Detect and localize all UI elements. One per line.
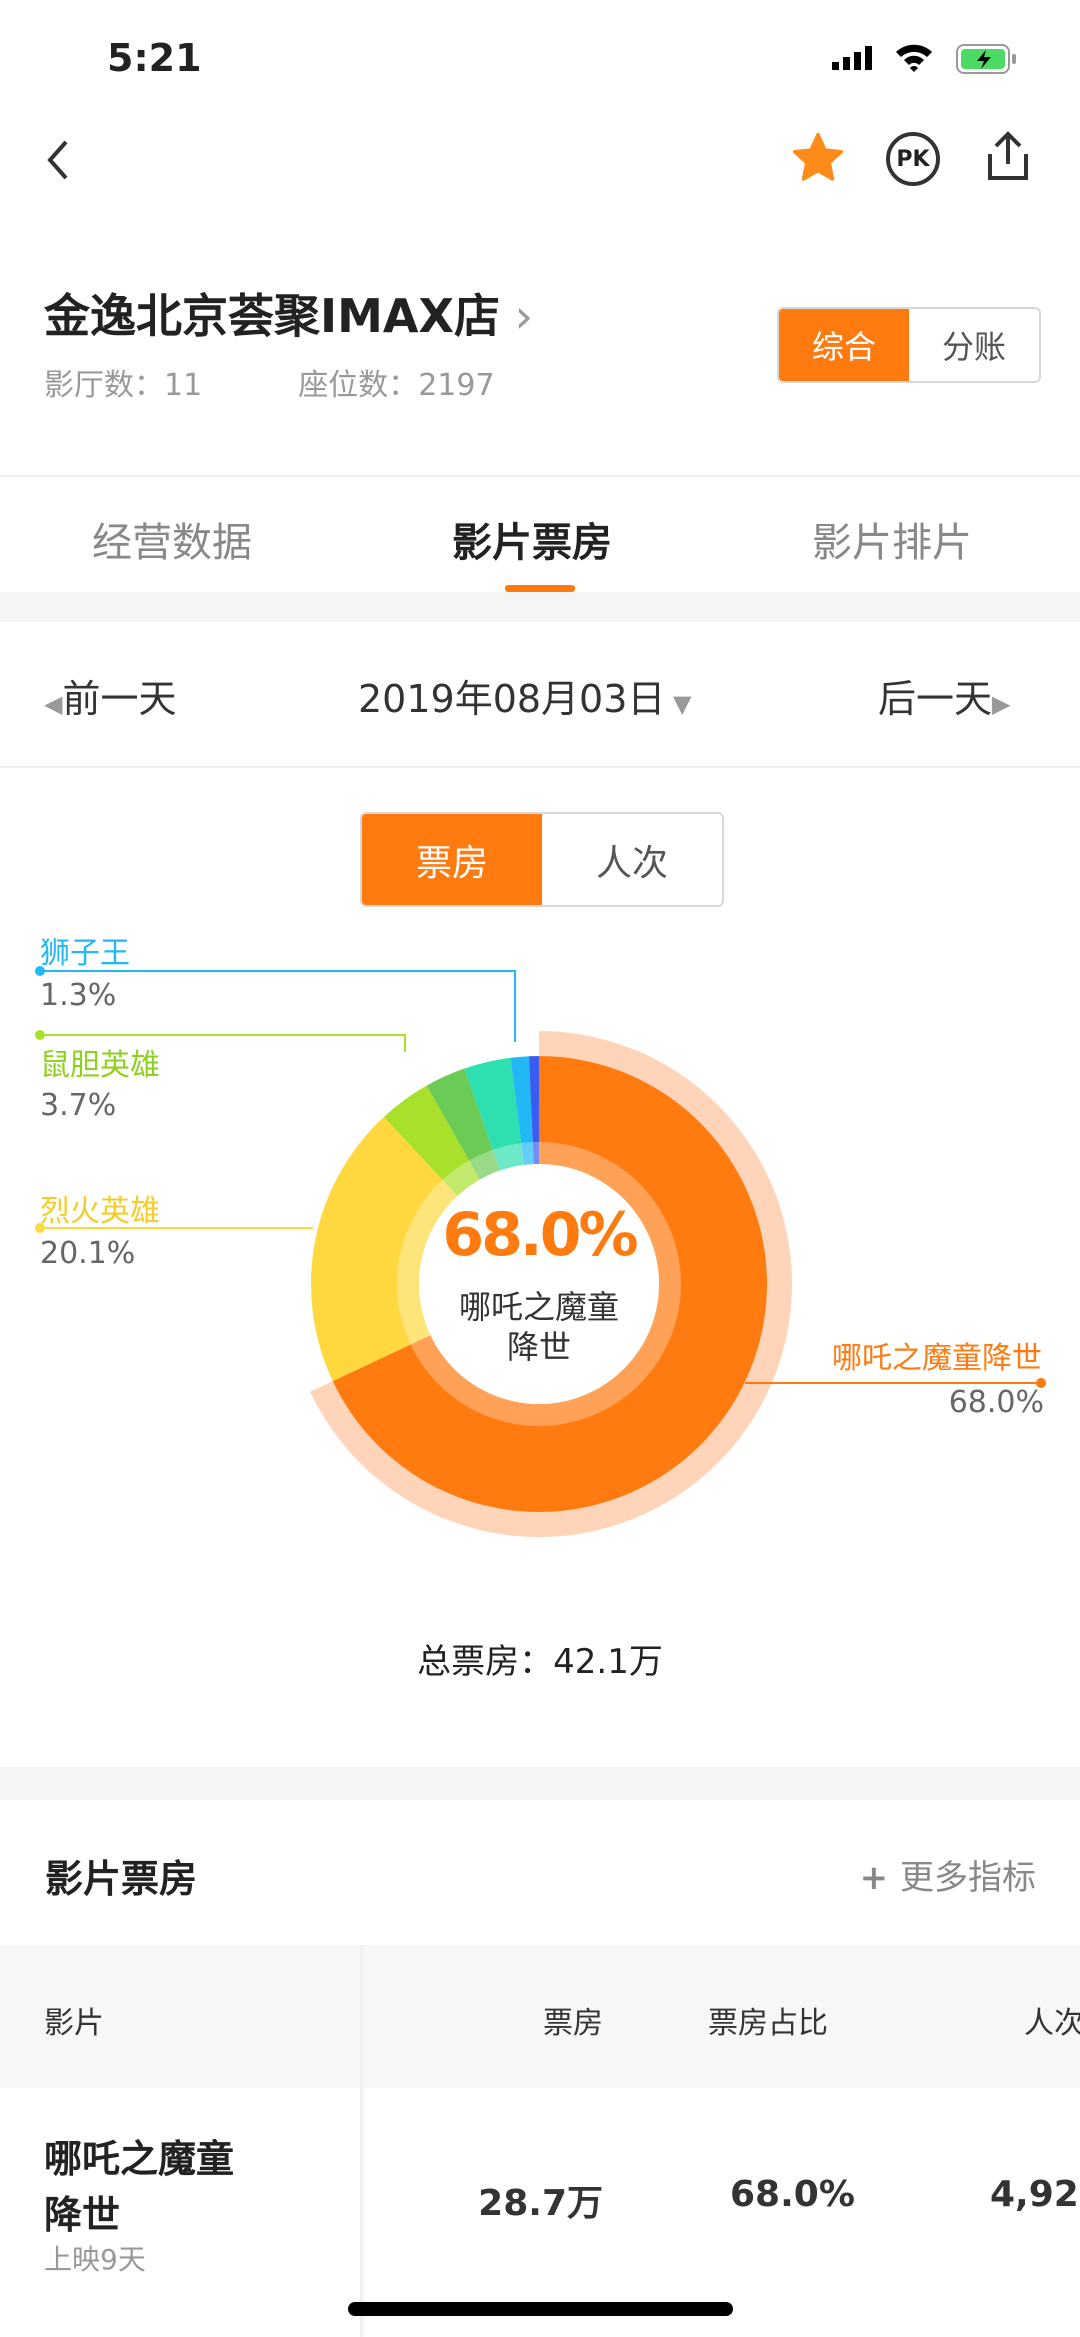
prev-day-button[interactable]: ◀前一天 — [44, 677, 177, 721]
pk-label: PK — [896, 146, 930, 172]
leader-line — [40, 970, 516, 1042]
tab-经营数据[interactable]: 经营数据 — [92, 520, 252, 566]
slice-鼠胆英雄[interactable] — [383, 1085, 480, 1197]
leader-dot — [35, 966, 45, 976]
plus-icon: + — [859, 1858, 900, 1898]
sticky-column-shadow — [360, 1945, 366, 2337]
center-hole — [419, 1164, 659, 1404]
home-indicator — [348, 2302, 733, 2316]
leader-dot — [35, 1030, 45, 1040]
slice-哪吒之魔童降世[interactable] — [332, 1056, 767, 1512]
mode-option-分账[interactable]: 分账 — [941, 328, 1006, 366]
section-title: 影片票房 — [45, 1857, 198, 1901]
slice-狮子王[interactable] — [510, 1056, 534, 1165]
battery-icon — [956, 44, 1018, 78]
donut-chart — [35, 966, 1046, 1537]
column-header-film[interactable]: 影片 — [44, 2006, 104, 2041]
center-label-line1: 哪吒之魔童 — [458, 1288, 620, 1326]
total-box-office: 总票房：42.1万 — [417, 1642, 663, 1682]
back-button[interactable] — [40, 136, 76, 188]
chevron-right-icon: › — [499, 289, 533, 343]
mode-option-综合[interactable]: 综合 — [779, 309, 909, 381]
film-name-line2: 降世 — [44, 2193, 121, 2237]
column-header-share[interactable]: 票房占比 — [708, 2006, 828, 2041]
slice-烈火英雄[interactable] — [310, 1116, 458, 1382]
divider — [0, 475, 1080, 477]
cinema-stats: 影厅数：11 座位数：2197 — [44, 368, 495, 403]
legend-label-哪吒之魔童降世: 哪吒之魔童降世 — [832, 1341, 1042, 1376]
metric-option-票房[interactable]: 票房 — [362, 814, 542, 905]
legend-value-狮子王: 1.3% — [40, 978, 117, 1013]
legend-value-鼠胆英雄: 3.7% — [40, 1088, 117, 1123]
legend-value-烈火英雄: 20.1% — [40, 1236, 136, 1271]
center-value: 68.0% — [442, 1200, 638, 1270]
date-picker[interactable]: 2019年08月03日 ▼ — [358, 677, 692, 721]
share-icon[interactable] — [982, 128, 1034, 188]
film-name-line1: 哪吒之魔童 — [44, 2137, 235, 2181]
column-header-admissions[interactable]: 人次 — [1024, 2006, 1080, 2041]
cell-share: 68.0% — [730, 2174, 855, 2215]
center-label-line2: 降世 — [506, 1328, 572, 1366]
caret-down-icon: ▼ — [665, 690, 692, 718]
wifi-icon — [894, 42, 934, 76]
legend-label-鼠胆英雄: 鼠胆英雄 — [40, 1048, 160, 1083]
table-row[interactable]: 哪吒之魔童 降世 上映9天 28.7万 68.0% 4,920 — [0, 2088, 1080, 2300]
metric-toggle: 票房 人次 — [360, 812, 724, 907]
cell-box: 28.7万 — [478, 2183, 603, 2224]
legend-value-哪吒之魔童降世: 68.0% — [948, 1385, 1044, 1420]
next-day-button[interactable]: 后一天▶ — [878, 677, 1011, 721]
tab-影片排片[interactable]: 影片排片 — [812, 520, 972, 566]
metric-option-人次[interactable]: 人次 — [595, 842, 668, 884]
slice-other-4[interactable] — [464, 1057, 524, 1171]
slice-other-3[interactable] — [426, 1068, 500, 1180]
table-header — [0, 1945, 1080, 2088]
slice-other-6[interactable] — [528, 1056, 539, 1165]
leader-dot — [1036, 1378, 1046, 1388]
column-header-box[interactable]: 票房 — [543, 2006, 603, 2041]
legend-label-狮子王: 狮子王 — [40, 936, 130, 971]
section-gap — [0, 592, 1080, 622]
more-metrics-button[interactable]: + 更多指标 — [859, 1858, 1036, 1898]
caret-right-icon: ▶ — [992, 690, 1011, 718]
active-tab-indicator — [505, 585, 575, 592]
mode-toggle: 综合 分账 — [777, 307, 1041, 383]
leader-dot — [35, 1223, 45, 1233]
tab-影片票房[interactable]: 影片票房 — [452, 520, 612, 566]
star-icon[interactable] — [790, 130, 846, 190]
cinema-name[interactable]: 金逸北京荟聚IMAX店 › — [44, 289, 533, 343]
status-time: 5:21 — [107, 36, 202, 80]
legend-label-烈火英雄: 烈火英雄 — [40, 1194, 160, 1229]
pk-button[interactable]: PK — [886, 132, 940, 186]
cell-admissions: 4,920 — [990, 2174, 1080, 2215]
film-days: 上映9天 — [44, 2243, 146, 2276]
section-gap — [0, 1767, 1080, 1800]
leader-line — [40, 1034, 406, 1052]
signal-icon — [832, 46, 876, 70]
caret-left-icon: ◀ — [44, 690, 63, 718]
divider — [0, 766, 1080, 768]
inner-ring — [397, 1142, 681, 1426]
